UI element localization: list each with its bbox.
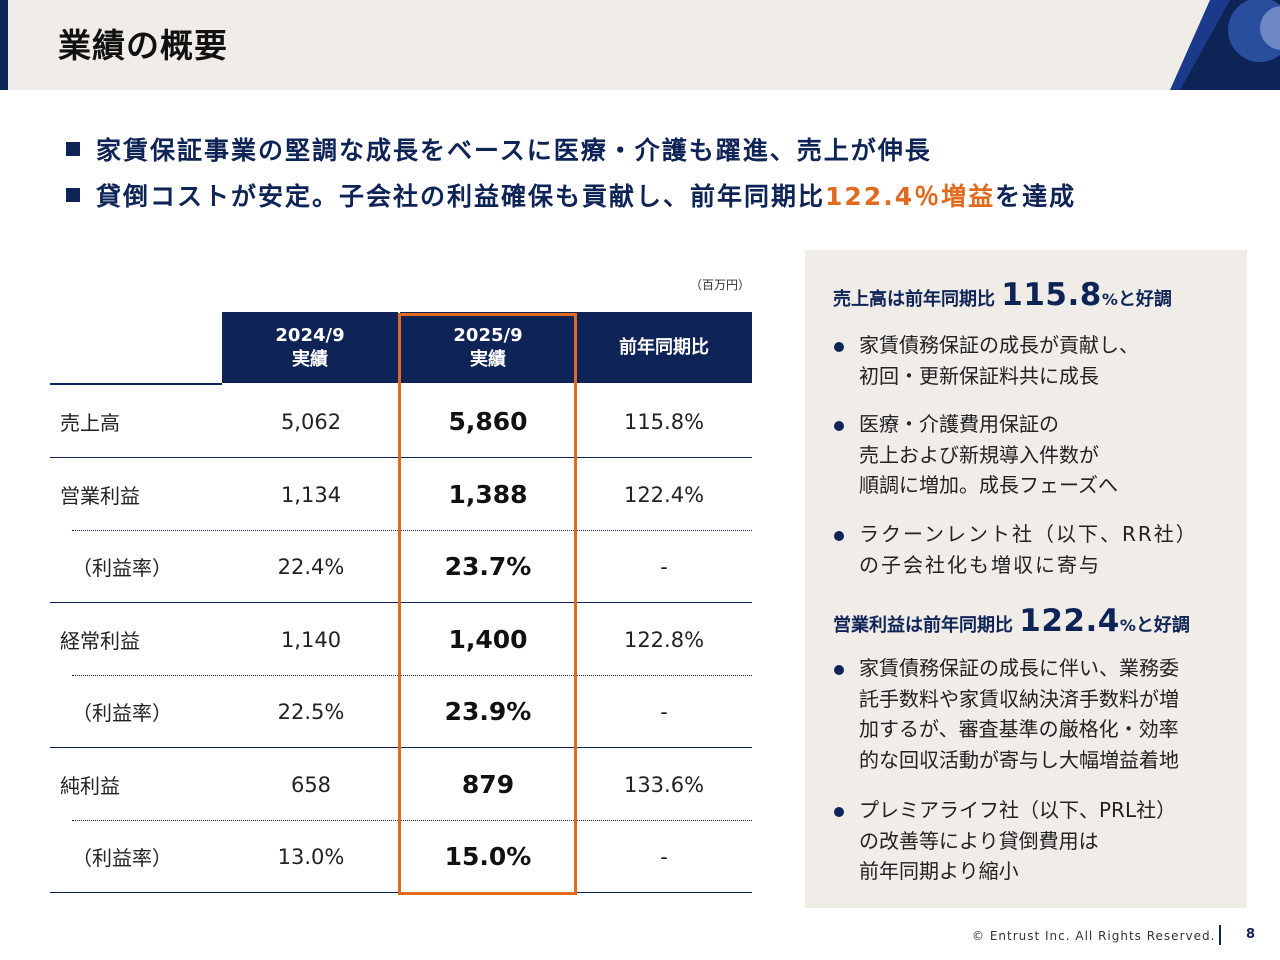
commentary-panel	[805, 250, 1247, 908]
header-underline	[50, 383, 222, 385]
table-row: 営業利益 1,134 1,388 122.4%	[50, 458, 752, 531]
row-label: （利益率）	[72, 846, 172, 870]
bullet-dot-icon	[834, 342, 844, 352]
bullet-dot-icon	[834, 531, 844, 541]
unit-label: （百万円）	[690, 278, 751, 292]
square-bullet-icon	[66, 188, 80, 202]
column-header-curr: 2025/9 実績	[400, 312, 576, 383]
headline-1: 家賃保証事業の堅調な成長をベースに医療・介護も躍進、売上が伸長	[66, 134, 932, 168]
yoy-value: 133.6%	[623, 772, 705, 797]
square-bullet-icon	[66, 142, 80, 156]
prev-value: 22.5%	[277, 699, 345, 724]
heading-percent: %	[1101, 290, 1118, 309]
column-header-prev: 2024/9 実績	[222, 312, 398, 383]
yoy-value: 122.4%	[623, 482, 705, 507]
bullet-dot-icon	[834, 665, 844, 675]
prev-value: 1,140	[280, 627, 342, 652]
corner-decoration	[1170, 0, 1280, 90]
row-label: （利益率）	[72, 556, 172, 580]
headline-2: 貸倒コストが安定。子会社の利益確保も貢献し、前年同期比122.4％増益を達成	[66, 180, 1076, 214]
headline-2-highlight: 122.4％増益	[825, 182, 996, 211]
row-label: （利益率）	[72, 701, 172, 725]
current-period-highlight	[398, 313, 577, 895]
table-row: 経常利益 1,140 1,400 122.8%	[50, 603, 752, 676]
prev-value: 5,062	[280, 409, 342, 434]
curr-value: 5,860	[448, 407, 528, 436]
column-header-yoy: 前年同期比	[576, 312, 752, 383]
prev-value: 13.0%	[277, 844, 345, 869]
headline-2-text: 貸倒コストが安定。子会社の利益確保も貢献し、前年同期比	[96, 182, 826, 211]
curr-value: 1,400	[448, 625, 528, 654]
column-header-line: 2024/9	[275, 324, 345, 346]
headline-2-suffix: を達成	[995, 182, 1077, 211]
row-label: 営業利益	[60, 484, 140, 508]
row-label: 売上高	[60, 411, 120, 435]
prev-value: 658	[290, 772, 332, 797]
heading-suffix: と好調	[1135, 615, 1190, 636]
yoy-value: 122.8%	[623, 627, 705, 652]
column-header-line: 実績	[291, 348, 328, 370]
table-row: 売上高 5,062 5,860 115.8%	[50, 385, 752, 458]
headline-1-text: 家賃保証事業の堅調な成長をベースに医療・介護も躍進、売上が伸長	[96, 136, 932, 165]
header-accent-bar	[0, 0, 8, 90]
heading-percent: %	[1119, 616, 1136, 635]
page-title: 業績の概要	[58, 26, 228, 65]
heading-suffix: と好調	[1117, 289, 1172, 310]
heading-figure: 115.8	[1001, 277, 1102, 313]
table-row: （利益率） 22.4% 23.7% -	[50, 530, 752, 603]
table-row: （利益率） 22.5% 23.9% -	[50, 675, 752, 748]
row-label: 経常利益	[60, 629, 140, 653]
page-number: 8	[1246, 927, 1256, 942]
panel-heading-sales: 売上高は前年同期比 115.8%と好調	[833, 280, 1172, 315]
yoy-value: -	[660, 554, 668, 579]
copyright: © Entrust Inc. All Rights Reserved.	[972, 929, 1216, 943]
bullet-dot-icon	[834, 807, 844, 817]
yoy-value: -	[660, 844, 668, 869]
heading-text: 売上高は前年同期比	[833, 289, 1002, 310]
bullet-text: ラクーンレント社（以下、RR社） の子会社化も増収に寄与	[859, 522, 1198, 577]
prev-value: 22.4%	[277, 554, 345, 579]
curr-value: 879	[461, 770, 515, 799]
bullet-text: 家賃債務保証の成長が貢献し、 初回・更新保証料共に成長	[859, 333, 1139, 388]
bullet-text: 家賃債務保証の成長に伴い、業務委 託手数料や家賃収納決済手数料が増 加するが、審…	[859, 656, 1179, 772]
row-label: 純利益	[60, 774, 120, 798]
heading-text: 営業利益は前年同期比	[833, 615, 1020, 636]
bullet-dot-icon	[834, 421, 844, 431]
slide-header	[0, 0, 1280, 90]
table-row: 純利益 658 879 133.6%	[50, 748, 752, 821]
panel-heading-operating-profit: 営業利益は前年同期比 122.4%と好調	[833, 606, 1190, 641]
curr-value: 23.9%	[444, 697, 532, 726]
curr-value: 15.0%	[444, 842, 532, 871]
curr-value: 23.7%	[444, 552, 532, 581]
heading-figure: 122.4	[1019, 603, 1120, 639]
prev-value: 1,134	[280, 482, 342, 507]
column-header-line: 実績	[469, 348, 506, 370]
bullet-text: 医療・介護費用保証の 売上および新規導入件数が 順調に増加。成長フェーズへ	[859, 412, 1118, 497]
yoy-value: 115.8%	[623, 409, 705, 434]
column-header-line: 前年同期比	[619, 336, 709, 358]
curr-value: 1,388	[448, 480, 528, 509]
footer-divider	[1219, 925, 1221, 945]
bullet-text: プレミアライフ社（以下、PRL社） の改善等により貸倒費用は 前年同期より縮小	[859, 798, 1177, 883]
column-header-line: 2025/9	[453, 324, 523, 346]
yoy-value: -	[660, 699, 668, 724]
